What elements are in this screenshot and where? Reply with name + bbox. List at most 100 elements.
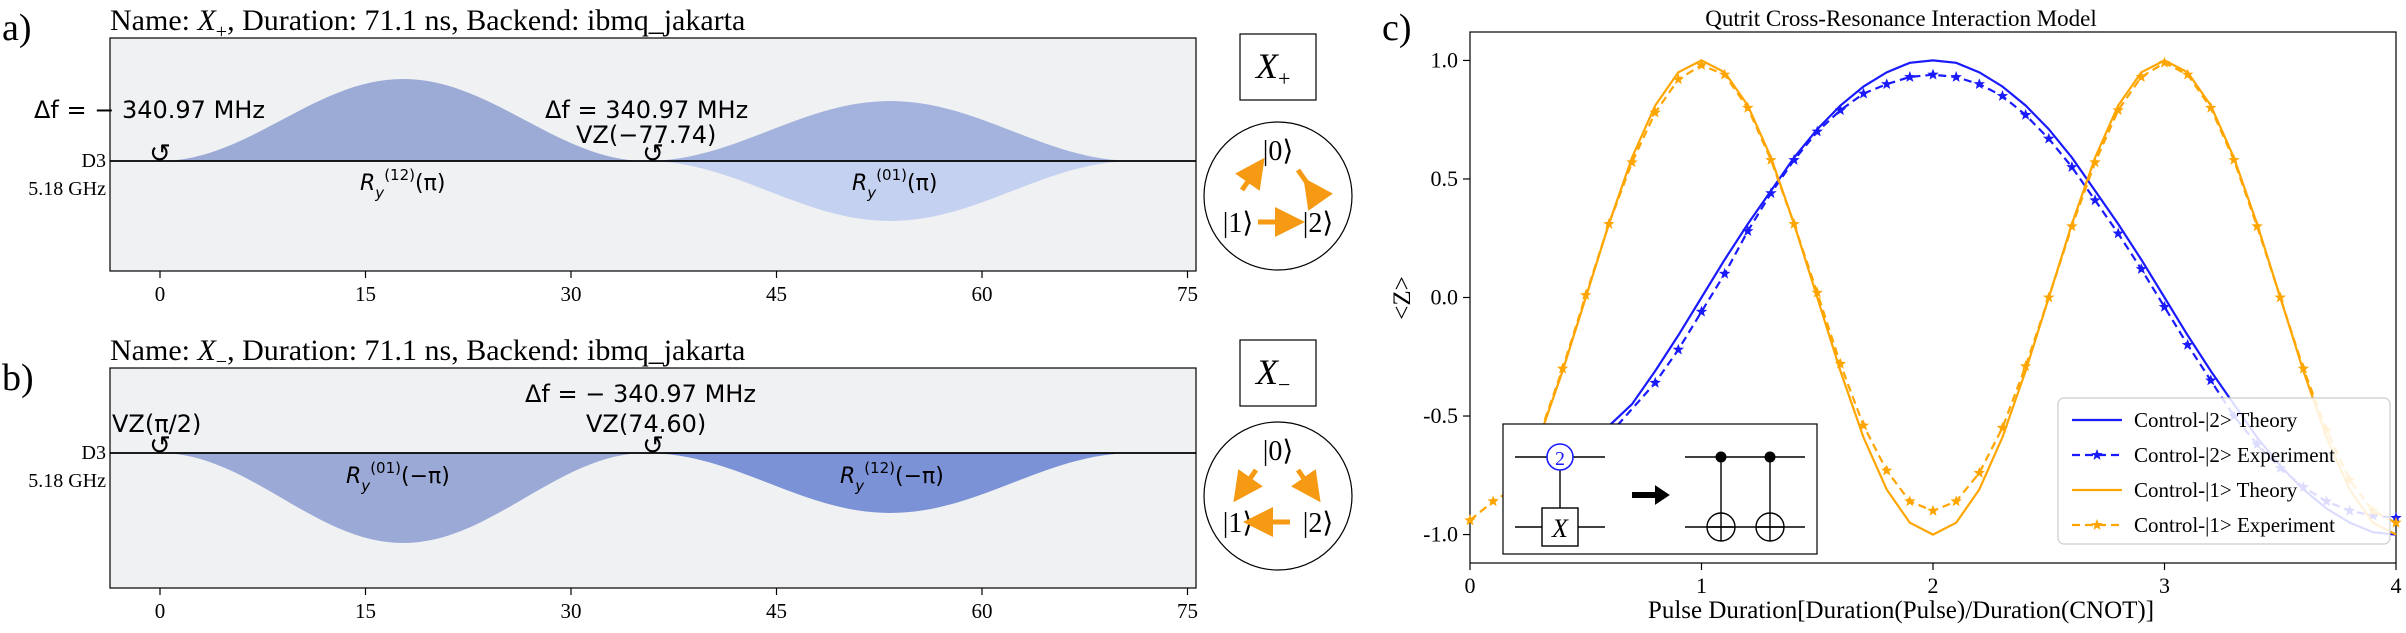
data-point — [1927, 68, 1939, 80]
chart-title: Qutrit Cross-Resonance Interaction Model — [1705, 6, 2097, 31]
data-point — [1857, 87, 1870, 99]
state-0-label: |0⟩ — [1263, 436, 1294, 467]
state-circle-b — [1203, 421, 1353, 571]
x-tick-label: 60 — [972, 599, 993, 623]
data-point — [1603, 218, 1615, 229]
gate-label-xminus: X− — [1254, 352, 1290, 397]
data-point — [1857, 419, 1870, 431]
chart-y-tick-label: 0.5 — [1431, 166, 1459, 191]
ann-df-a1: Δf = − 340.97 MHz — [34, 96, 265, 124]
data-point — [1881, 464, 1893, 476]
data-point — [1904, 495, 1916, 507]
control-2-node — [1546, 443, 1574, 471]
data-point — [1950, 71, 1962, 82]
x-gate-box — [1541, 507, 1579, 547]
x-tick-label: 45 — [766, 599, 787, 623]
x-tick-label: 15 — [355, 282, 376, 306]
state-1-label: |1⟩ — [1223, 208, 1254, 239]
data-point — [2158, 56, 2171, 68]
arrow-0-to-2-icon — [1291, 468, 1321, 503]
chart-x-tick-label: 3 — [2159, 573, 2170, 598]
right-arrow-icon — [1632, 485, 1670, 505]
state-diagram-a: |0⟩ |1⟩ |2⟩ — [1203, 121, 1353, 271]
x-tick-label: 0 — [155, 599, 166, 623]
gate-box-xminus — [1239, 339, 1317, 407]
chart-x-tick-label: 4 — [2391, 573, 2402, 598]
data-point — [2019, 109, 2032, 120]
ann-vz-a: VZ(−77.74) — [576, 121, 716, 149]
data-point — [1788, 154, 1800, 165]
data-point — [1811, 286, 1823, 298]
pulse-label-a1: Ry(12)(π) — [360, 166, 445, 202]
cnot1-control-dot — [1715, 451, 1727, 463]
panel-c-label: c) — [1382, 7, 1412, 49]
data-point — [1742, 101, 1754, 113]
arrow-0-to-1-icon — [1233, 468, 1263, 503]
chart-y-tick-label: 0.0 — [1431, 285, 1459, 310]
data-point — [1580, 289, 1592, 300]
data-point — [2181, 338, 2194, 350]
legend-label: Control-|1> Theory — [2134, 478, 2298, 502]
state-2-label: |2⟩ — [1303, 508, 1334, 539]
x-tick-label: 75 — [1177, 599, 1198, 623]
data-point — [1556, 362, 1569, 374]
data-point — [1742, 225, 1754, 236]
data-point — [1904, 71, 1916, 82]
ann-df-a2: Δf = 340.97 MHz — [545, 96, 748, 124]
data-point — [1834, 357, 1847, 369]
panel-b-label: b) — [2, 357, 34, 399]
ann-vz-b1: VZ(π/2) — [112, 410, 201, 438]
x-tick-label: 45 — [766, 282, 787, 306]
channel-label-a: D3 — [82, 150, 106, 172]
legend-label: Control-|2> Theory — [2134, 408, 2298, 432]
data-point — [2251, 220, 2263, 232]
series-line — [1608, 73, 2397, 520]
channel-label-b: D3 — [82, 442, 106, 464]
x-gate-text: X — [1551, 514, 1569, 543]
legend-box — [2057, 397, 2391, 545]
phase-icon: ↺ — [149, 431, 171, 461]
ann-df-b: Δf = − 340.97 MHz — [525, 380, 756, 408]
panel-b-title: Name: X−, Duration: 71.1 ns, Backend: ib… — [110, 334, 745, 373]
data-point — [2297, 362, 2310, 374]
legend-label: Control-|2> Experiment — [2134, 443, 2335, 467]
data-point — [1950, 495, 1962, 507]
x-tick-label: 0 — [155, 282, 166, 306]
data-point — [1672, 73, 1685, 85]
panel-a: a) Name: X+, Duration: 71.1 ns, Backend:… — [2, 4, 1353, 306]
pulse-label-b2: Ry(12)(−π) — [840, 459, 944, 495]
x-tick-label: 75 — [1177, 282, 1198, 306]
data-point — [2135, 71, 2148, 82]
panel-a-label: a) — [2, 7, 32, 49]
x-tick-label: 15 — [355, 599, 376, 623]
gate-label-xplus: X+ — [1254, 46, 1290, 91]
gate-box-xplus — [1239, 33, 1317, 101]
arrow-0-from-2-icon — [1295, 168, 1333, 211]
chart-y-tick-label: 1.0 — [1431, 47, 1459, 72]
data-point — [1695, 305, 1708, 317]
panel-b: b) Name: X−, Duration: 71.1 ns, Backend:… — [2, 334, 1353, 623]
pulse-b-ry12 — [646, 453, 1135, 513]
data-point — [1927, 504, 1939, 516]
series-line — [1538, 59, 2397, 536]
panel-c: c) Qutrit Cross-Resonance Interaction Mo… — [1382, 6, 2402, 624]
panel-a-title: Name: X+, Duration: 71.1 ns, Backend: ib… — [110, 4, 745, 43]
pulse-label-b1: Ry(01)(−π) — [346, 459, 450, 495]
data-point — [1788, 218, 1800, 229]
legend-marker — [2091, 449, 2103, 460]
state-1-label: |1⟩ — [1223, 508, 1254, 539]
chart-x-tick-label: 2 — [1928, 573, 1939, 598]
phase-icon: ↺ — [642, 431, 664, 461]
legend-item: Control-|2> Theory — [2072, 408, 2298, 432]
legend-item: Control-|1> Experiment — [2072, 513, 2335, 537]
data-point — [1765, 187, 1777, 199]
data-point — [2043, 132, 2055, 144]
data-point — [1973, 78, 1985, 89]
data-point — [1881, 78, 1893, 89]
data-point — [2043, 291, 2055, 303]
y-axis-label: <Z> — [1389, 276, 1416, 319]
arrow-1-to-0-icon — [1235, 157, 1265, 192]
data-point — [1718, 267, 1731, 279]
data-point — [1464, 514, 1476, 526]
